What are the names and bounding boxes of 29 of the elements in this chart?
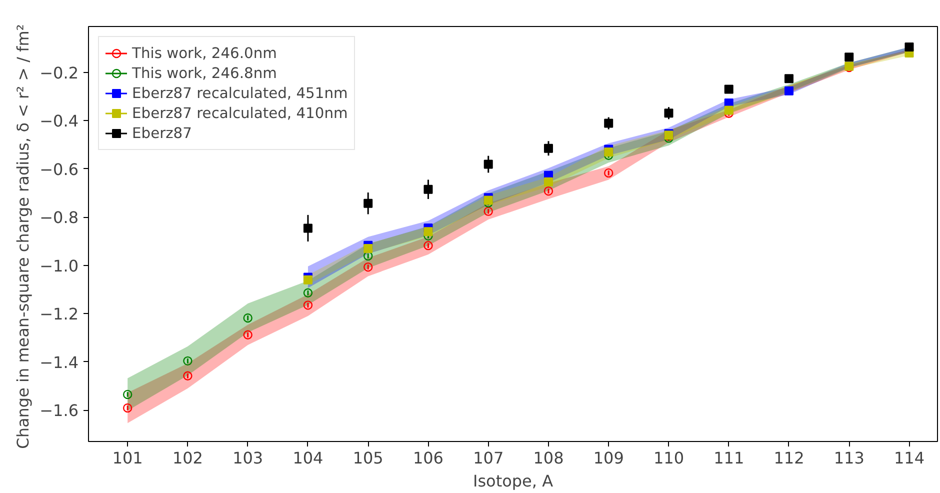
y-tick-label: −1.0	[40, 256, 79, 276]
y-tick-label: −0.8	[40, 208, 79, 228]
legend-label: This work, 246.8nm	[132, 64, 277, 82]
legend-label: This work, 246.0nm	[132, 44, 277, 62]
x-tick-label: 105	[352, 448, 384, 468]
x-tick-label: 107	[473, 448, 504, 468]
x-tick-label: 108	[533, 448, 564, 468]
legend-label: Eberz87	[132, 124, 192, 142]
y-axis-title: Change in mean-square charge radius, δ < r² > / fm²	[14, 24, 33, 449]
y-tick-label: −0.4	[40, 112, 79, 131]
x-tick-label: 104	[292, 448, 324, 468]
y-tick-label: −0.2	[40, 63, 79, 82]
x-tick-label: 102	[172, 448, 203, 468]
x-tick-label: 109	[593, 448, 624, 468]
y-tick-label: −1.6	[40, 401, 79, 420]
legend-label: Eberz87 recalculated, 410nm	[132, 104, 348, 122]
x-tick-label: 101	[112, 448, 143, 468]
y-tick-label: −1.2	[40, 304, 79, 324]
x-tick-label: 110	[653, 448, 684, 468]
y-tick-label: −0.6	[40, 160, 79, 179]
x-tick-label: 106	[412, 448, 444, 468]
x-tick-label: 114	[894, 448, 925, 468]
legend-label: Eberz87 recalculated, 451nm	[132, 84, 348, 102]
x-tick-label: 111	[714, 448, 744, 468]
x-axis-title: Isotope, A	[472, 472, 554, 490]
x-tick-label: 112	[774, 448, 804, 468]
x-tick-label: 113	[834, 448, 864, 468]
x-tick-label: 103	[232, 448, 264, 468]
y-tick-label: −1.4	[40, 352, 79, 372]
